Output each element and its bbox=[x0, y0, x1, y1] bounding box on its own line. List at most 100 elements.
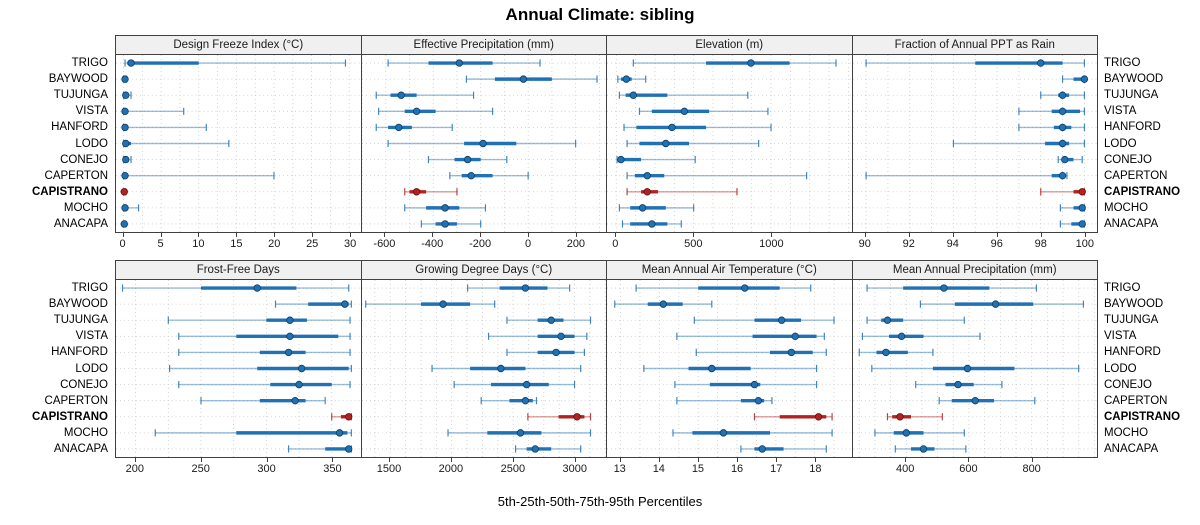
axis-tick bbox=[236, 233, 238, 237]
median-dot bbox=[121, 107, 129, 116]
percentile-interval bbox=[952, 139, 1085, 148]
percentile-interval bbox=[121, 107, 185, 116]
panel-plot bbox=[606, 55, 853, 233]
station-label: TUJUNGA bbox=[53, 89, 108, 102]
panel-title: Mean Annual Air Temperature (°C) bbox=[606, 260, 853, 280]
median-dot bbox=[122, 139, 130, 148]
panel-growing-degree-days: Growing Degree Days (°C) 1500 2000 2500 300… bbox=[360, 260, 607, 482]
median-dot bbox=[284, 348, 293, 357]
percentile-interval bbox=[861, 332, 981, 341]
percentile-interval bbox=[453, 380, 575, 389]
median-dot bbox=[747, 59, 755, 67]
median-dot bbox=[572, 413, 581, 421]
axis-tick-label: 2000 bbox=[438, 463, 464, 475]
axis-tick bbox=[160, 233, 162, 237]
percentile-interval bbox=[623, 123, 772, 132]
percentile-interval bbox=[1017, 123, 1085, 132]
median-dot bbox=[622, 75, 631, 83]
percentile-interval bbox=[886, 413, 943, 421]
percentile-interval bbox=[505, 348, 585, 357]
median-dot bbox=[297, 364, 306, 373]
station-label: CAPISTRANO bbox=[31, 185, 108, 198]
percentile-interval bbox=[632, 59, 837, 67]
median-dot bbox=[412, 188, 420, 196]
median-dot bbox=[121, 171, 129, 180]
axis-tick bbox=[908, 233, 910, 237]
percentile-interval bbox=[866, 316, 965, 324]
percentile-interval bbox=[753, 413, 833, 421]
axis-tick-label: 200 bbox=[125, 463, 144, 475]
median-dot bbox=[1036, 59, 1044, 67]
panel-svg bbox=[361, 55, 606, 232]
axis-tick bbox=[905, 458, 907, 462]
panel-svg bbox=[116, 55, 361, 232]
median-dot bbox=[341, 300, 349, 308]
median-dot bbox=[668, 123, 676, 132]
percentile-interval bbox=[858, 348, 934, 357]
axis-tick bbox=[274, 233, 276, 237]
station-label: LODO bbox=[1104, 137, 1137, 150]
page-title: Annual Climate: sibling bbox=[505, 5, 695, 24]
median-dot bbox=[814, 413, 823, 421]
percentile-interval bbox=[1017, 107, 1085, 116]
panel-title: Effective Precipitation (mm) bbox=[360, 35, 607, 55]
station-labels-right-top: TRIGO BAYWOOD TUJUNGA VISTA HANFORD LODO CONEJ… bbox=[1099, 55, 1199, 232]
percentile-interval bbox=[621, 220, 682, 228]
percentile-interval bbox=[1039, 188, 1086, 196]
axis-tick-label: 5 bbox=[157, 238, 164, 250]
axis-tick bbox=[134, 458, 136, 462]
axis-tick-label: 300 bbox=[257, 463, 276, 475]
panel-frost-free-days: Frost-Free Days 200 250 300 350 bbox=[115, 260, 362, 482]
median-dot bbox=[127, 59, 135, 67]
panel-x-axis: 90 92 94 96 98 100 bbox=[852, 233, 1099, 257]
percentile-interval bbox=[448, 171, 529, 180]
percentile-interval bbox=[122, 91, 132, 99]
axis-tick-label: 3000 bbox=[562, 463, 588, 475]
percentile-interval bbox=[200, 396, 326, 405]
panel-effective-precipitation: Effective Precipitation (mm) -600 -400 -20… bbox=[360, 35, 607, 257]
percentile-interval bbox=[866, 284, 1037, 292]
median-dot bbox=[1058, 171, 1066, 180]
axis-tick-label: -400 bbox=[421, 238, 444, 250]
median-dot bbox=[1058, 107, 1066, 116]
panel-svg bbox=[116, 280, 361, 457]
percentile-interval bbox=[1057, 155, 1083, 164]
station-label: CAPISTRANO bbox=[1104, 410, 1181, 423]
median-dot bbox=[253, 284, 261, 292]
axis-tick bbox=[996, 233, 998, 237]
median-dot bbox=[1058, 91, 1066, 99]
station-label: ANACAPA bbox=[1104, 443, 1159, 455]
median-dot bbox=[750, 380, 759, 389]
axis-tick-label: 30 bbox=[343, 238, 357, 250]
station-label: CONEJO bbox=[1104, 378, 1152, 391]
percentile-interval bbox=[446, 429, 591, 437]
axis-tick bbox=[312, 233, 314, 237]
median-dot bbox=[120, 188, 128, 196]
median-dot bbox=[629, 91, 637, 99]
percentile-interval bbox=[695, 348, 827, 357]
panel-title: Design Freeze Index (°C) bbox=[115, 35, 362, 55]
axis-tick-label: -200 bbox=[469, 238, 492, 250]
percentile-interval bbox=[1061, 75, 1088, 83]
percentile-interval bbox=[122, 139, 230, 148]
median-dot bbox=[455, 59, 463, 67]
percentile-interval bbox=[387, 139, 576, 148]
median-dot bbox=[1058, 123, 1066, 132]
station-label: TRIGO bbox=[1104, 57, 1141, 69]
median-dot bbox=[648, 220, 656, 228]
axis-tick bbox=[771, 233, 773, 237]
panel-title: Frost-Free Days bbox=[115, 260, 362, 280]
panel-plot bbox=[115, 280, 362, 458]
panel-plot bbox=[851, 280, 1098, 458]
station-label: TUJUNGA bbox=[1104, 89, 1159, 102]
percentile-interval bbox=[638, 107, 769, 116]
station-label: VISTA bbox=[1104, 330, 1137, 343]
median-dot bbox=[521, 284, 529, 292]
median-dot bbox=[120, 220, 128, 228]
axis-tick bbox=[575, 233, 577, 237]
percentile-interval bbox=[121, 123, 207, 132]
percentile-interval bbox=[121, 171, 275, 180]
panel-design-freeze-index: Design Freeze Index (°C) 0 5 10 15 20 25 30 bbox=[115, 35, 362, 257]
station-label: TRIGO bbox=[71, 282, 108, 294]
median-dot bbox=[291, 396, 299, 405]
